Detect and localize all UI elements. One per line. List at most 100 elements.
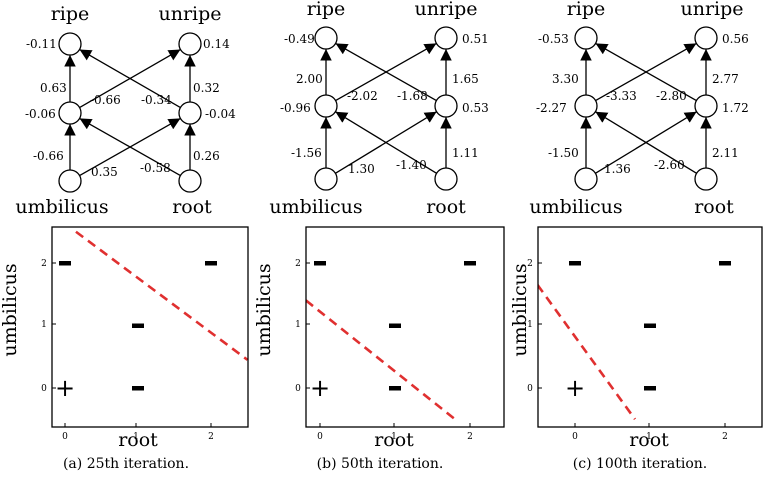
node-hidden-right bbox=[434, 94, 458, 118]
node-value-ripe: -0.49 bbox=[284, 32, 315, 46]
panel-caption: (a) 25th iteration. bbox=[63, 456, 189, 472]
x-axis-label: root bbox=[118, 429, 158, 451]
input-label-umbilicus: umbilicus bbox=[15, 196, 108, 218]
weight-hl-unripe: -3.33 bbox=[606, 89, 637, 103]
node-umbilicus bbox=[314, 167, 338, 191]
panel-caption: (c) 100th iteration. bbox=[573, 456, 707, 472]
node-value-hidden-left: -0.96 bbox=[280, 101, 311, 115]
node-value-hidden-right: 1.72 bbox=[722, 101, 749, 115]
output-label-ripe: ripe bbox=[307, 0, 346, 20]
weight-umb-hl: -1.50 bbox=[548, 146, 579, 160]
output-label-ripe: ripe bbox=[51, 3, 90, 25]
edge-root-to-hidden-left bbox=[595, 111, 697, 174]
node-ripe bbox=[314, 26, 338, 50]
input-label-umbilicus: umbilicus bbox=[269, 196, 362, 218]
weight-hl-ripe: 3.30 bbox=[552, 72, 579, 86]
weight-umb-hl: -1.56 bbox=[291, 146, 322, 160]
weight-root-hl: -0.58 bbox=[140, 161, 171, 175]
node-hidden-left bbox=[314, 94, 338, 118]
weight-hr-ripe: -0.34 bbox=[141, 93, 172, 107]
point-negative-mark bbox=[205, 261, 217, 266]
x-tick-label: 2 bbox=[722, 432, 728, 442]
node-umbilicus bbox=[574, 167, 598, 191]
weight-umb-hr: 1.36 bbox=[604, 162, 631, 176]
point-positive: + bbox=[310, 374, 330, 402]
weight-hr-ripe: -2.80 bbox=[656, 89, 687, 103]
y-tick-label: 0 bbox=[41, 384, 47, 394]
point-positive: + bbox=[55, 374, 75, 402]
panel-b: ripe unripe umbilicus root -0.49 0.51 -0.96 0.5… bbox=[253, 0, 505, 472]
weight-hl-unripe: -0.66 bbox=[90, 93, 121, 107]
decision-boundary bbox=[538, 284, 637, 421]
y-tick-label: 2 bbox=[41, 259, 47, 269]
x-axis-label: root bbox=[629, 429, 669, 451]
node-value-hidden-left: -0.06 bbox=[25, 107, 56, 121]
output-label-unripe: unripe bbox=[680, 0, 743, 20]
y-tick-label: 1 bbox=[41, 320, 47, 330]
point-negative-mark bbox=[314, 261, 326, 266]
node-value-hidden-right: 0.53 bbox=[462, 101, 489, 115]
node-hidden-left bbox=[574, 94, 598, 118]
point-negative-mark bbox=[644, 386, 656, 391]
plot-frame bbox=[537, 226, 763, 428]
weight-hr-unripe: 0.32 bbox=[193, 81, 220, 95]
x-tick-label: 0 bbox=[317, 432, 323, 442]
weight-root-hl: -1.40 bbox=[396, 158, 427, 172]
point-negative-mark bbox=[389, 386, 401, 391]
y-axis-label: umbilicus bbox=[253, 263, 275, 356]
node-value-hidden-left: -2.27 bbox=[536, 101, 567, 115]
weight-hr-ripe: -1.68 bbox=[397, 89, 428, 103]
x-tick-label: 1 bbox=[133, 432, 139, 442]
x-tick-label: 2 bbox=[208, 432, 214, 442]
node-value-unripe: 0.51 bbox=[462, 32, 489, 46]
weight-root-hr: 2.11 bbox=[712, 146, 739, 160]
y-axis-label: umbilicus bbox=[0, 263, 21, 356]
weight-hl-ripe: 2.00 bbox=[296, 72, 323, 86]
point-negative-mark bbox=[464, 261, 476, 266]
node-value-ripe: -0.53 bbox=[538, 32, 569, 46]
output-label-unripe: unripe bbox=[414, 0, 477, 20]
node-unripe bbox=[178, 32, 202, 56]
weight-hl-ripe: 0.63 bbox=[40, 81, 67, 95]
edge-hidden-right-to-ripe bbox=[335, 42, 437, 102]
edge-root-to-hidden-left bbox=[79, 117, 181, 177]
node-root bbox=[434, 167, 458, 191]
node-root bbox=[694, 167, 718, 191]
y-tick-label: 0 bbox=[295, 384, 301, 394]
network-diagram: ripe unripe umbilicus root -0.11 0.14 -0.06 -0.… bbox=[15, 3, 236, 218]
y-tick-label: 1 bbox=[295, 320, 301, 330]
edge-root-to-hidden-left bbox=[335, 111, 437, 174]
weight-hr-unripe: 2.77 bbox=[712, 72, 739, 86]
node-unripe bbox=[434, 26, 458, 50]
output-label-unripe: unripe bbox=[158, 3, 221, 25]
x-tick-label: 0 bbox=[572, 432, 578, 442]
decision-boundary bbox=[75, 230, 248, 361]
node-ripe bbox=[58, 32, 82, 56]
node-value-hidden-right: -0.04 bbox=[205, 107, 236, 121]
node-umbilicus bbox=[58, 169, 82, 193]
node-unripe bbox=[694, 26, 718, 50]
panel-caption: (b) 50th iteration. bbox=[317, 456, 444, 472]
x-tick-label: 1 bbox=[391, 432, 397, 442]
weight-umb-hl: -0.66 bbox=[33, 149, 64, 163]
weight-umb-hr: 0.35 bbox=[91, 165, 118, 179]
y-axis-label: umbilicus bbox=[509, 263, 531, 356]
node-root bbox=[178, 169, 202, 193]
edge-hidden-right-to-ripe bbox=[595, 42, 697, 102]
y-tick-label: 1 bbox=[527, 320, 533, 330]
point-negative-mark bbox=[569, 261, 581, 266]
input-label-umbilicus: umbilicus bbox=[529, 196, 622, 218]
output-label-ripe: ripe bbox=[567, 0, 606, 20]
input-label-root: root bbox=[172, 196, 212, 218]
edge-hidden-right-to-ripe bbox=[79, 48, 181, 109]
node-value-unripe: 0.14 bbox=[203, 37, 230, 51]
point-positive: + bbox=[565, 374, 585, 402]
point-negative-mark bbox=[132, 323, 144, 328]
node-value-unripe: 0.56 bbox=[722, 32, 749, 46]
weight-root-hr: 0.26 bbox=[193, 149, 220, 163]
node-hidden-right bbox=[694, 94, 718, 118]
node-hidden-left bbox=[58, 101, 82, 125]
